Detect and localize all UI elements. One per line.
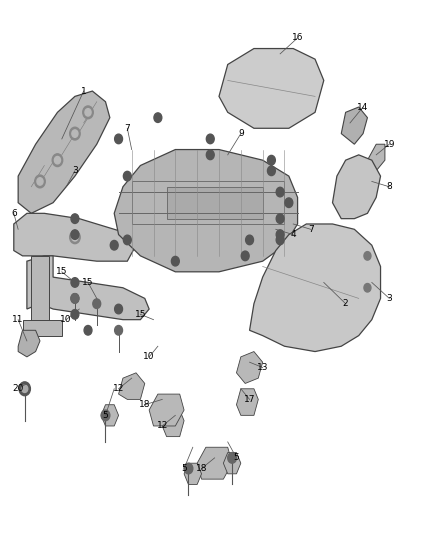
Text: 1: 1 — [81, 86, 87, 95]
Circle shape — [19, 382, 30, 395]
Text: 2: 2 — [343, 299, 349, 308]
Polygon shape — [101, 405, 119, 426]
Circle shape — [228, 453, 237, 463]
Circle shape — [72, 130, 78, 138]
Polygon shape — [166, 187, 263, 219]
Circle shape — [71, 278, 79, 287]
Polygon shape — [250, 224, 381, 352]
Circle shape — [37, 177, 43, 185]
Circle shape — [246, 235, 254, 245]
Circle shape — [115, 304, 123, 314]
Text: 5: 5 — [233, 454, 239, 463]
Polygon shape — [184, 463, 201, 484]
Text: 12: 12 — [156, 422, 168, 431]
Circle shape — [70, 127, 80, 140]
Circle shape — [52, 154, 63, 166]
Circle shape — [71, 230, 79, 239]
Text: 3: 3 — [386, 294, 392, 303]
Text: 9: 9 — [238, 129, 244, 138]
Text: 19: 19 — [384, 140, 395, 149]
Circle shape — [35, 175, 45, 188]
Polygon shape — [219, 49, 324, 128]
Polygon shape — [14, 213, 136, 261]
Text: 18: 18 — [196, 464, 207, 473]
Circle shape — [276, 214, 284, 223]
Circle shape — [206, 150, 214, 160]
Text: 3: 3 — [72, 166, 78, 175]
Circle shape — [285, 198, 293, 207]
Circle shape — [276, 235, 284, 245]
Circle shape — [70, 231, 80, 244]
Circle shape — [101, 410, 110, 421]
Polygon shape — [31, 256, 49, 330]
Text: 4: 4 — [290, 230, 296, 239]
Circle shape — [364, 284, 371, 292]
Polygon shape — [27, 256, 149, 320]
Circle shape — [276, 230, 284, 239]
Circle shape — [71, 294, 79, 303]
Text: 7: 7 — [124, 124, 130, 133]
Polygon shape — [119, 373, 145, 399]
Text: 5: 5 — [181, 464, 187, 473]
Text: 16: 16 — [292, 34, 304, 43]
Polygon shape — [237, 389, 258, 415]
Circle shape — [276, 187, 284, 197]
Polygon shape — [197, 447, 232, 479]
Text: 11: 11 — [12, 315, 24, 324]
Text: 6: 6 — [11, 209, 17, 218]
Text: 12: 12 — [113, 384, 124, 393]
Text: 17: 17 — [244, 395, 255, 404]
Polygon shape — [114, 150, 297, 272]
Circle shape — [184, 463, 193, 474]
Text: 18: 18 — [139, 400, 151, 409]
Circle shape — [268, 166, 276, 175]
Circle shape — [124, 171, 131, 181]
Polygon shape — [223, 453, 241, 474]
Text: 13: 13 — [257, 363, 268, 372]
Circle shape — [71, 310, 79, 319]
Text: 15: 15 — [134, 310, 146, 319]
Polygon shape — [162, 410, 184, 437]
Text: 14: 14 — [357, 102, 369, 111]
Text: 5: 5 — [102, 411, 108, 420]
Text: 10: 10 — [60, 315, 72, 324]
Text: 10: 10 — [143, 352, 155, 361]
Circle shape — [171, 256, 179, 266]
Circle shape — [115, 326, 123, 335]
Circle shape — [241, 251, 249, 261]
Polygon shape — [18, 330, 40, 357]
Circle shape — [154, 113, 162, 123]
Circle shape — [85, 109, 91, 116]
Circle shape — [268, 156, 276, 165]
Text: 15: 15 — [56, 268, 67, 276]
Circle shape — [206, 134, 214, 144]
Polygon shape — [367, 144, 385, 171]
Polygon shape — [149, 394, 184, 426]
Text: 8: 8 — [386, 182, 392, 191]
Circle shape — [71, 294, 79, 303]
Polygon shape — [18, 91, 110, 213]
Polygon shape — [332, 155, 381, 219]
Circle shape — [54, 157, 60, 164]
Circle shape — [71, 214, 79, 223]
Polygon shape — [237, 352, 263, 383]
Circle shape — [93, 299, 101, 309]
Circle shape — [110, 240, 118, 250]
Text: 20: 20 — [12, 384, 24, 393]
Text: 15: 15 — [82, 278, 94, 287]
Circle shape — [83, 106, 93, 119]
Circle shape — [21, 385, 28, 392]
Circle shape — [115, 134, 123, 144]
Polygon shape — [22, 320, 62, 336]
Polygon shape — [341, 107, 367, 144]
Circle shape — [72, 233, 78, 241]
Circle shape — [124, 235, 131, 245]
Text: 7: 7 — [308, 225, 314, 234]
Circle shape — [84, 326, 92, 335]
Circle shape — [364, 252, 371, 260]
